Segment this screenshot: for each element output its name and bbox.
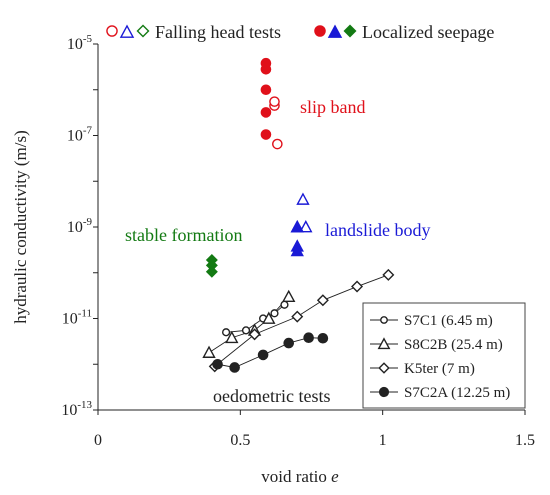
series-1-point xyxy=(262,311,276,324)
series-1-point xyxy=(282,289,296,303)
series-1-point xyxy=(225,330,239,344)
y-tick-base: 10 xyxy=(67,128,83,145)
y-tick-exponent: -13 xyxy=(77,399,92,411)
series-2-point xyxy=(382,268,395,281)
legend-open-circle-red-marker xyxy=(106,25,118,37)
series-3-point xyxy=(212,358,223,370)
y-tick-label: 10-13 xyxy=(61,399,92,419)
y-tick-base: 10 xyxy=(67,219,83,236)
x-tick-label: 0.5 xyxy=(230,432,250,449)
series-3-point xyxy=(229,362,240,373)
series-1-point xyxy=(202,345,216,358)
series-0-point xyxy=(222,328,231,337)
series-3-point xyxy=(303,332,314,344)
y-tick-base: 10 xyxy=(62,311,78,328)
series-legend-marker-1 xyxy=(377,337,391,350)
x-axis-label: void ratio e xyxy=(261,467,339,486)
x-axis-label-symbol: e xyxy=(331,467,339,486)
legend-falling-head-label: Falling head tests xyxy=(155,22,281,42)
legend-localized-seepage-label: Localized seepage xyxy=(362,22,494,42)
y-tick-base: 10 xyxy=(67,36,83,53)
series-0-point xyxy=(280,300,289,309)
series-legend: S7C1 (6.45 m) S8C2B (25.4 m) K5ter (7 m) S7… xyxy=(362,302,526,409)
series-legend-marker-2 xyxy=(378,362,390,374)
annotation-landslide-body: landslide body xyxy=(325,220,431,240)
y-axis-label: hydraulic conductivity (m/s) xyxy=(11,130,30,324)
top-legend: Falling head tests Localized seepage xyxy=(106,22,494,42)
series-legend-label-0: S7C1 (6.45 m) xyxy=(404,313,493,329)
falling-head-blue-point xyxy=(296,192,310,205)
seepage-blue-point xyxy=(290,243,304,257)
y-tick-exponent: -9 xyxy=(83,216,93,228)
series-2-point xyxy=(316,294,329,307)
y-tick-base: 10 xyxy=(61,402,77,419)
series-line-1 xyxy=(208,296,290,353)
seepage-red-point xyxy=(260,129,272,140)
seepage-green-point xyxy=(205,265,218,278)
series-legend-label-1: S8C2B (25.4 m) xyxy=(404,337,503,353)
y-tick-exponent: -7 xyxy=(83,125,93,137)
y-tick-label: 10-5 xyxy=(67,33,93,53)
x-tick-label: 1 xyxy=(379,432,387,449)
series-2-point xyxy=(291,310,304,323)
series-0-point xyxy=(241,326,251,335)
legend-open-diamond-green-marker xyxy=(136,24,150,38)
seepage-blue-point xyxy=(290,220,304,233)
seepage-red-point xyxy=(260,84,272,96)
series-legend-marker-3 xyxy=(378,386,390,398)
seepage-red-point xyxy=(260,63,272,75)
seepage-red-point xyxy=(260,107,272,118)
series-3-point xyxy=(257,349,269,361)
x-axis-label-text: void ratio xyxy=(261,467,327,486)
y-tick-label: 10-9 xyxy=(67,216,93,236)
legend-filled-diamond-green-marker xyxy=(343,24,357,38)
series-legend-label-2: K5ter (7 m) xyxy=(404,361,475,377)
legend-open-triangle-blue-marker xyxy=(119,24,135,38)
falling-head-red-point xyxy=(269,96,280,107)
series-legend-marker-0 xyxy=(380,316,388,324)
falling-head-red-point xyxy=(272,138,283,150)
data-points xyxy=(202,57,395,373)
y-tick-exponent: -11 xyxy=(78,308,92,320)
series-legend-label-3: S7C2A (12.25 m) xyxy=(404,385,510,401)
series-legend-box xyxy=(362,302,526,409)
annotation-stable-formation: stable formation xyxy=(125,225,242,245)
series-2-point xyxy=(351,280,364,293)
y-tick-label: 10-7 xyxy=(67,125,93,145)
legend-filled-triangle-blue-marker xyxy=(327,24,343,38)
series-3-point xyxy=(283,337,295,349)
series-2-point xyxy=(248,328,261,341)
series-0-point xyxy=(270,309,279,318)
series-3-point xyxy=(317,332,329,344)
legend-filled-circle-red-marker xyxy=(314,25,326,37)
x-tick-label: 0 xyxy=(94,432,102,449)
x-tick-label: 1.5 xyxy=(515,432,535,449)
series-line-2 xyxy=(214,274,389,367)
y-tick-exponent: -5 xyxy=(83,33,93,45)
falling-head-blue-point xyxy=(299,220,313,233)
y-tick-label: 10-11 xyxy=(62,308,92,328)
annotation-slip-band: slip band xyxy=(300,97,366,117)
annotation-oedometric-tests: oedometric tests xyxy=(213,386,330,406)
